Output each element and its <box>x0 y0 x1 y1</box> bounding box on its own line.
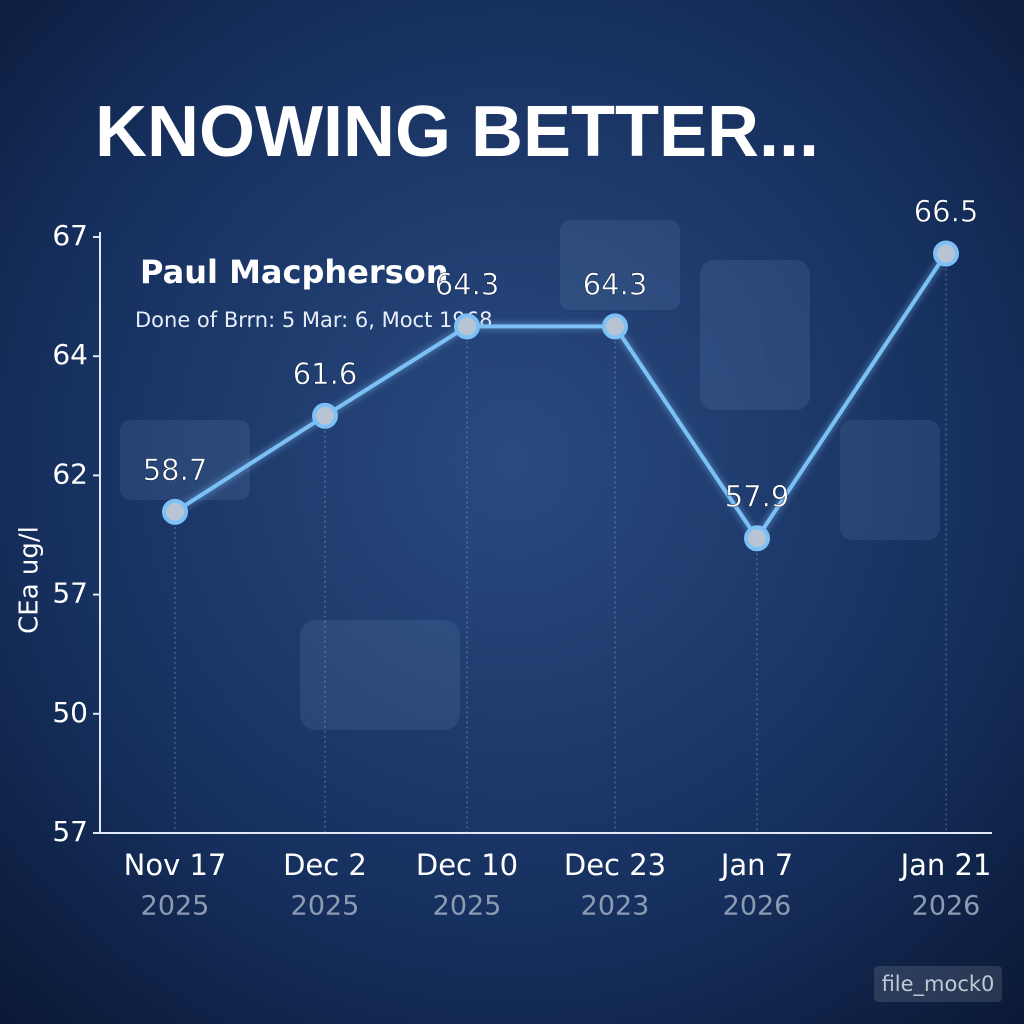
data-label: 61.6 <box>293 357 358 391</box>
watermark-box <box>874 966 1002 1002</box>
point <box>454 313 480 340</box>
y-tick-label: 62 <box>52 457 88 490</box>
x-tick-year: 2023 <box>581 891 650 922</box>
x-tick-label: Jan 7 <box>719 848 793 882</box>
point <box>744 525 770 552</box>
data-label: 64.3 <box>583 267 648 301</box>
line <box>173 252 948 542</box>
x-tick-year: 2026 <box>912 891 981 922</box>
data-label: 58.7 <box>143 453 208 487</box>
y-tick-label: 57 <box>52 577 88 610</box>
y-tick-label: 57 <box>52 815 88 848</box>
point <box>602 313 628 340</box>
point <box>162 498 188 525</box>
title: KNOWING BETTER... <box>95 92 819 172</box>
x-tick-year: 2025 <box>291 891 360 922</box>
point <box>312 402 338 429</box>
data-label: 64.3 <box>435 267 500 301</box>
caption: Done of Brrn: 5 Mar: 6, Moct 1968 <box>135 308 492 332</box>
y-tick-label: 64 <box>52 338 88 371</box>
data-label: 66.5 <box>914 195 979 229</box>
x-tick-year: 2026 <box>723 891 792 922</box>
x-tick-label: Nov 17 <box>124 848 227 882</box>
x-tick-year: 2025 <box>433 891 502 922</box>
y-axis-label: CEa ug/l <box>15 526 45 634</box>
x-tick-label: Jan 21 <box>899 848 992 882</box>
watermark: file_mock0 <box>882 972 995 997</box>
x-tick-label: Dec 23 <box>564 848 666 882</box>
x-tick-label: Dec 2 <box>283 848 367 882</box>
point <box>933 240 959 267</box>
subtitle: Paul Macpherson <box>140 253 448 291</box>
y-tick-label: 67 <box>52 219 88 252</box>
y-tick-label: 50 <box>52 696 88 729</box>
x-tick-label: Dec 10 <box>416 848 518 882</box>
x-tick-year: 2025 <box>141 891 210 922</box>
data-label: 57.9 <box>725 479 790 513</box>
